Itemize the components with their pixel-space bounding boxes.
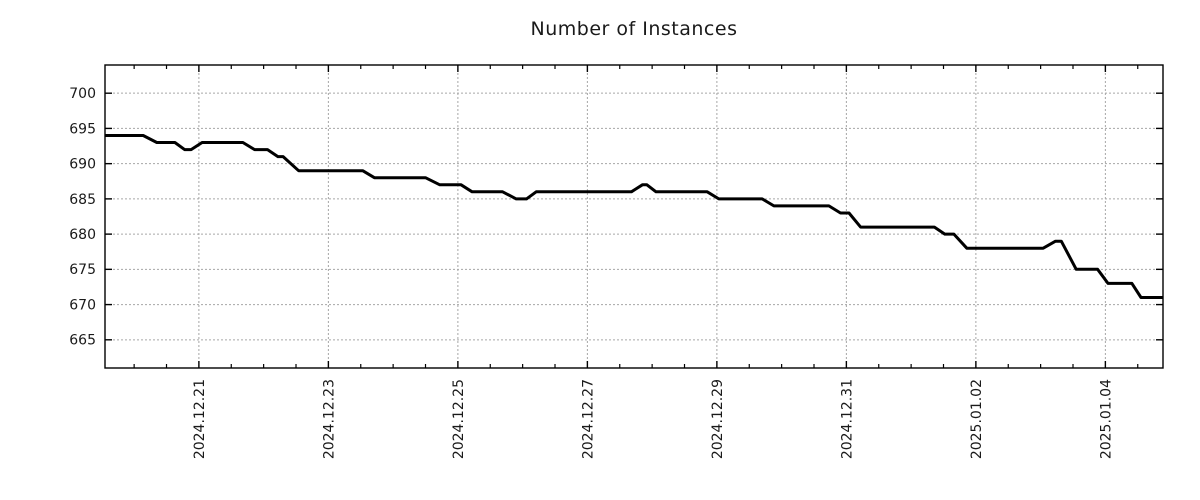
x-axis-tick-label: 2024.12.29 <box>710 379 726 459</box>
y-axis-tick-label: 675 <box>69 262 96 278</box>
y-axis-tick-label: 690 <box>69 157 96 173</box>
y-axis-tick-label: 680 <box>69 227 96 243</box>
x-axis-tick-label: 2025.01.04 <box>1098 379 1114 459</box>
data-line <box>105 134 1163 299</box>
x-axis-tick-label: 2024.12.25 <box>451 379 467 459</box>
y-axis-tick-label: 665 <box>69 333 96 349</box>
y-axis-tick-label: 700 <box>69 86 96 102</box>
x-axis-tick-label: 2024.12.21 <box>192 379 208 459</box>
x-axis-tick-label: 2024.12.27 <box>580 379 596 459</box>
plot-border <box>104 64 1164 369</box>
y-axis-tick-label: 695 <box>69 121 96 137</box>
chart-title: Number of Instances <box>530 18 738 40</box>
x-axis-tick-label: 2025.01.02 <box>969 379 985 459</box>
x-axis-tick-label: 2024.12.23 <box>321 379 337 459</box>
y-axis-tick-label: 685 <box>69 192 96 208</box>
x-axis-tick-label: 2024.12.31 <box>839 379 855 459</box>
y-axis-tick-label: 670 <box>69 297 96 313</box>
